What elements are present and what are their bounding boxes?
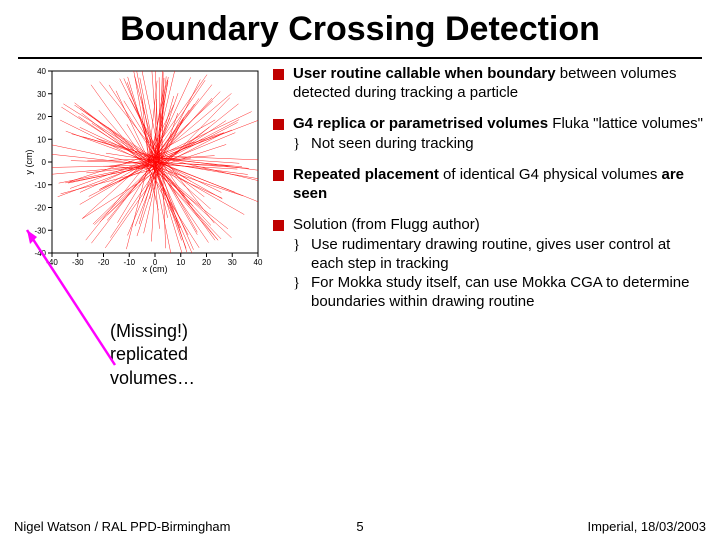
footer-page: 5 bbox=[356, 519, 363, 534]
bullet-list: User routine callable when boundary betw… bbox=[273, 65, 706, 204]
svg-text:10: 10 bbox=[176, 258, 185, 267]
svg-text:-30: -30 bbox=[72, 258, 84, 267]
svg-text:-40: -40 bbox=[46, 258, 58, 267]
svg-text:10: 10 bbox=[37, 135, 46, 144]
svg-text:-10: -10 bbox=[34, 181, 46, 190]
svg-text:x (cm): x (cm) bbox=[143, 264, 168, 274]
svg-text:-30: -30 bbox=[34, 226, 46, 235]
svg-text:30: 30 bbox=[228, 258, 237, 267]
left-column: -40-40-30-30-20-20-10-100010102020303040… bbox=[14, 65, 269, 323]
right-column: User routine callable when boundary betw… bbox=[269, 65, 706, 323]
scatter-chart: -40-40-30-30-20-20-10-100010102020303040… bbox=[24, 65, 264, 275]
bullet-item: G4 replica or parametrised volumes Fluka… bbox=[273, 115, 706, 155]
missing-l3: volumes… bbox=[110, 367, 195, 390]
sub-item: Not seen during tracking bbox=[293, 135, 706, 154]
chart-svg: -40-40-30-30-20-20-10-100010102020303040… bbox=[24, 65, 264, 275]
slide-title: Boundary Crossing Detection bbox=[18, 0, 702, 59]
svg-text:30: 30 bbox=[37, 90, 46, 99]
solution-sub-item: For Mokka study itself, can use Mokka CG… bbox=[293, 274, 706, 312]
solution-item: Solution (from Flugg author) Use rudiment… bbox=[273, 216, 706, 312]
svg-text:20: 20 bbox=[37, 113, 46, 122]
bullet-lead: User routine callable when boundary bbox=[293, 65, 556, 82]
svg-text:-20: -20 bbox=[98, 258, 110, 267]
svg-text:40: 40 bbox=[254, 258, 263, 267]
solution-sub-item: Use rudimentary drawing routine, gives u… bbox=[293, 236, 706, 274]
content-area: -40-40-30-30-20-20-10-100010102020303040… bbox=[0, 65, 720, 323]
svg-text:40: 40 bbox=[37, 67, 46, 76]
missing-label: (Missing!) replicated volumes… bbox=[110, 320, 195, 390]
footer-right: Imperial, 18/03/2003 bbox=[587, 519, 706, 534]
bullet-lead: Repeated placement bbox=[293, 166, 439, 183]
svg-text:y (cm): y (cm) bbox=[24, 150, 34, 175]
missing-l2: replicated bbox=[110, 343, 195, 366]
missing-l1: (Missing!) bbox=[110, 320, 195, 343]
svg-text:-20: -20 bbox=[34, 204, 46, 213]
solution-sub-list: Use rudimentary drawing routine, gives u… bbox=[293, 236, 706, 311]
solution-lead: Solution (from Flugg author) bbox=[293, 216, 480, 233]
sub-list: Not seen during tracking bbox=[293, 135, 706, 154]
footer: Nigel Watson / RAL PPD-Birmingham 5 Impe… bbox=[0, 519, 720, 534]
bullet-item: Repeated placement of identical G4 physi… bbox=[273, 166, 706, 204]
bullet-lead: G4 replica or parametrised volumes bbox=[293, 115, 548, 132]
bullet-item: User routine callable when boundary betw… bbox=[273, 65, 706, 103]
bullet-rest: Fluka "lattice volumes" bbox=[548, 115, 703, 132]
svg-text:0: 0 bbox=[42, 158, 47, 167]
svg-text:-10: -10 bbox=[123, 258, 135, 267]
svg-text:-40: -40 bbox=[34, 249, 46, 258]
footer-left: Nigel Watson / RAL PPD-Birmingham bbox=[14, 519, 231, 534]
solution-list: Solution (from Flugg author) Use rudiment… bbox=[273, 216, 706, 312]
svg-text:20: 20 bbox=[202, 258, 211, 267]
